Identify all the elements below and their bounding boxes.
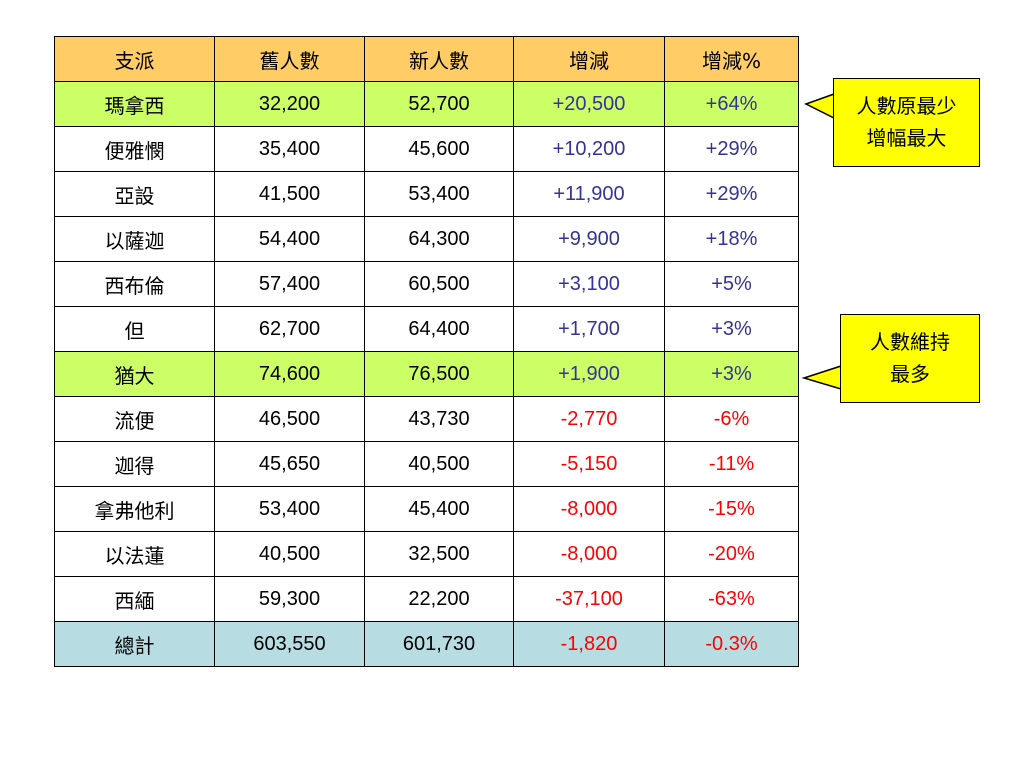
cell-change: +1,900	[513, 351, 665, 397]
table-row-total: 總計 603,550 601,730 -1,820 -0.3%	[54, 621, 799, 667]
table-row: 猶大 74,600 76,500 +1,900 +3%	[54, 351, 799, 397]
cell-change: -5,150	[513, 441, 665, 487]
cell-tribe: 西布倫	[54, 261, 215, 307]
cell-new-count: 22,200	[364, 576, 514, 622]
cell-change: -37,100	[513, 576, 665, 622]
cell-old-count: 53,400	[214, 486, 365, 532]
cell-change-percent: -0.3%	[664, 621, 799, 667]
callout-judah: 人數維持 最多	[840, 314, 980, 403]
table-header-row: 支派 舊人數 新人數 增減 增減%	[54, 36, 799, 82]
cell-new-count: 45,400	[364, 486, 514, 532]
cell-change-percent: +64%	[664, 81, 799, 127]
table-body: 瑪拿西 32,200 52,700 +20,500 +64% 便雅憫 35,400 45,60…	[54, 81, 799, 667]
cell-old-count: 603,550	[214, 621, 365, 667]
cell-change-percent: +5%	[664, 261, 799, 307]
cell-new-count: 32,500	[364, 531, 514, 577]
cell-tribe: 亞設	[54, 171, 215, 217]
cell-tribe: 拿弗他利	[54, 486, 215, 532]
cell-change-percent: +3%	[664, 306, 799, 352]
header-change-percent: 增減%	[664, 36, 799, 82]
cell-old-count: 57,400	[214, 261, 365, 307]
table-row: 以薩迦 54,400 64,300 +9,900 +18%	[54, 216, 799, 262]
tribe-census-table: 支派 舊人數 新人數 增減 增減% 瑪拿西 32,200 52,700 +20,500…	[54, 36, 799, 667]
header-change: 增減	[513, 36, 665, 82]
cell-new-count: 601,730	[364, 621, 514, 667]
cell-change: +3,100	[513, 261, 665, 307]
cell-change: +20,500	[513, 81, 665, 127]
cell-tribe: 便雅憫	[54, 126, 215, 172]
table-row: 迦得 45,650 40,500 -5,150 -11%	[54, 441, 799, 487]
cell-change-percent: -63%	[664, 576, 799, 622]
cell-change: -8,000	[513, 531, 665, 577]
cell-change: +11,900	[513, 171, 665, 217]
cell-tribe: 猶大	[54, 351, 215, 397]
table-row: 西布倫 57,400 60,500 +3,100 +5%	[54, 261, 799, 307]
cell-old-count: 59,300	[214, 576, 365, 622]
cell-old-count: 45,650	[214, 441, 365, 487]
cell-new-count: 52,700	[364, 81, 514, 127]
cell-old-count: 41,500	[214, 171, 365, 217]
cell-change-percent: +18%	[664, 216, 799, 262]
cell-tribe: 總計	[54, 621, 215, 667]
cell-tribe: 西緬	[54, 576, 215, 622]
cell-old-count: 54,400	[214, 216, 365, 262]
cell-new-count: 76,500	[364, 351, 514, 397]
cell-new-count: 53,400	[364, 171, 514, 217]
cell-change: +9,900	[513, 216, 665, 262]
table-row: 瑪拿西 32,200 52,700 +20,500 +64%	[54, 81, 799, 127]
cell-old-count: 46,500	[214, 396, 365, 442]
cell-tribe: 瑪拿西	[54, 81, 215, 127]
cell-change-percent: +3%	[664, 351, 799, 397]
cell-new-count: 43,730	[364, 396, 514, 442]
cell-new-count: 45,600	[364, 126, 514, 172]
cell-change-percent: +29%	[664, 171, 799, 217]
cell-old-count: 40,500	[214, 531, 365, 577]
table-row: 拿弗他利 53,400 45,400 -8,000 -15%	[54, 486, 799, 532]
callout-judah-line2: 最多	[890, 362, 930, 386]
cell-change-percent: -15%	[664, 486, 799, 532]
cell-change-percent: -20%	[664, 531, 799, 577]
callout-judah-line1: 人數維持	[870, 330, 950, 354]
cell-tribe: 流便	[54, 396, 215, 442]
cell-tribe: 以法蓮	[54, 531, 215, 577]
table-row: 以法蓮 40,500 32,500 -8,000 -20%	[54, 531, 799, 577]
cell-old-count: 35,400	[214, 126, 365, 172]
header-tribe: 支派	[54, 36, 215, 82]
callout-manasseh-line2: 增幅最大	[866, 126, 947, 150]
header-new-count: 新人數	[364, 36, 514, 82]
table-row: 亞設 41,500 53,400 +11,900 +29%	[54, 171, 799, 217]
cell-change-percent: -6%	[664, 396, 799, 442]
cell-tribe: 迦得	[54, 441, 215, 487]
callout-manasseh: 人數原最少 增幅最大	[833, 78, 980, 167]
table-row: 便雅憫 35,400 45,600 +10,200 +29%	[54, 126, 799, 172]
cell-new-count: 40,500	[364, 441, 514, 487]
cell-new-count: 64,300	[364, 216, 514, 262]
cell-change: +10,200	[513, 126, 665, 172]
cell-change: -1,820	[513, 621, 665, 667]
cell-tribe: 以薩迦	[54, 216, 215, 262]
header-old-count: 舊人數	[214, 36, 365, 82]
cell-old-count: 74,600	[214, 351, 365, 397]
cell-new-count: 60,500	[364, 261, 514, 307]
callout-manasseh-line1: 人數原最少	[856, 94, 957, 118]
callout-pointer-judah	[801, 364, 843, 391]
cell-change: -2,770	[513, 396, 665, 442]
table-row: 但 62,700 64,400 +1,700 +3%	[54, 306, 799, 352]
cell-change: -8,000	[513, 486, 665, 532]
cell-change-percent: +29%	[664, 126, 799, 172]
cell-old-count: 62,700	[214, 306, 365, 352]
cell-change-percent: -11%	[664, 441, 799, 487]
cell-new-count: 64,400	[364, 306, 514, 352]
cell-change: +1,700	[513, 306, 665, 352]
table-row: 流便 46,500 43,730 -2,770 -6%	[54, 396, 799, 442]
cell-old-count: 32,200	[214, 81, 365, 127]
cell-tribe: 但	[54, 306, 215, 352]
table-row: 西緬 59,300 22,200 -37,100 -63%	[54, 576, 799, 622]
